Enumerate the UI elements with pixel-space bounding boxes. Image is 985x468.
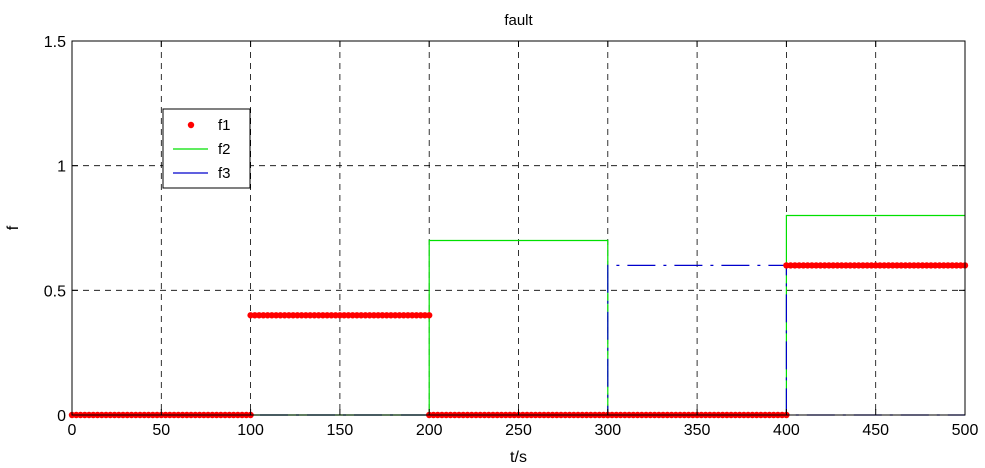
x-tick-label: 350	[684, 422, 711, 439]
y-tick-label: 1.5	[44, 34, 66, 51]
axis-ticks: 0 50 100 150 200 250 300 350 400 450 500 0 0.5 1 1.5	[44, 34, 979, 439]
x-tick-label: 100	[237, 422, 264, 439]
x-axis-label: t/s	[510, 449, 527, 466]
legend: f1 f2 f3	[163, 109, 250, 188]
y-tick-label: 0.5	[44, 283, 66, 300]
x-tick-label: 250	[505, 422, 532, 439]
legend-label-f1: f1	[218, 117, 231, 134]
y-tick-label: 0	[57, 408, 66, 425]
x-tick-label: 400	[773, 422, 800, 439]
x-tick-label: 500	[952, 422, 979, 439]
legend-label-f2: f2	[218, 141, 231, 158]
legend-label-f3: f3	[218, 165, 231, 182]
x-tick-label: 450	[862, 422, 889, 439]
series-f1-point	[426, 312, 432, 318]
legend-marker-f1	[188, 122, 194, 128]
x-tick-label: 150	[327, 422, 354, 439]
y-axis-label: f	[5, 225, 22, 230]
y-tick-label: 1	[57, 159, 66, 176]
grid	[72, 41, 965, 415]
x-tick-label: 0	[68, 422, 77, 439]
x-tick-label: 50	[152, 422, 170, 439]
x-tick-label: 300	[594, 422, 621, 439]
x-tick-label: 200	[416, 422, 443, 439]
chart-title: fault	[504, 12, 533, 29]
